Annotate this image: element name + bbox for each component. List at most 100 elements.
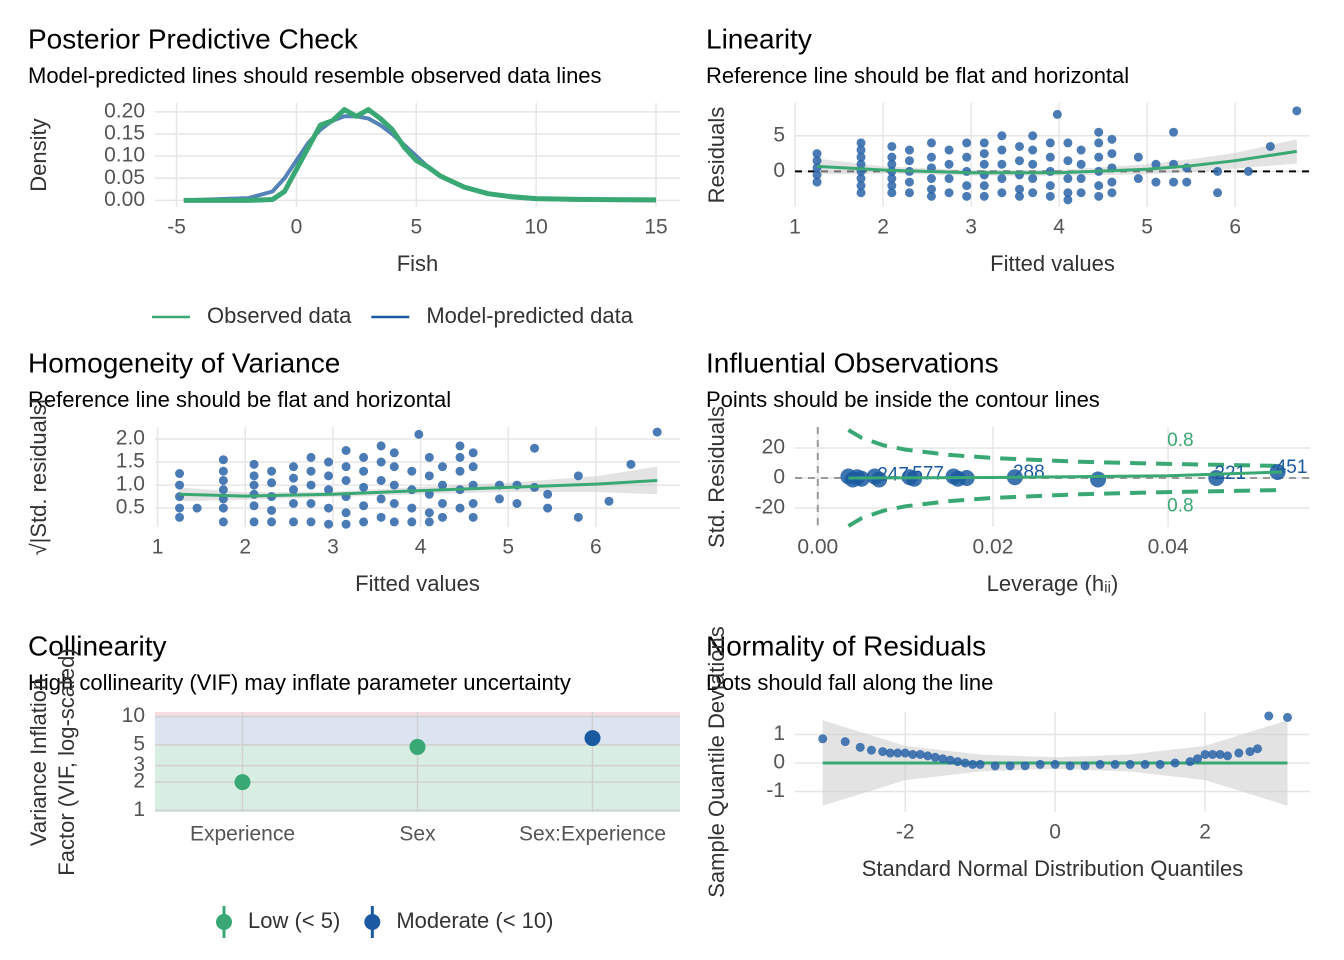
y-tick-label: 1.5 — [116, 450, 145, 473]
data-point — [904, 188, 914, 198]
data-point — [866, 745, 876, 755]
data-point — [1264, 711, 1274, 721]
data-point — [871, 471, 888, 488]
x-tick-label: 5 — [1141, 216, 1153, 239]
data-point — [979, 181, 989, 191]
data-point — [887, 188, 897, 198]
data-point — [407, 466, 417, 476]
panel-title: Homogeneity of Variance — [28, 347, 340, 378]
data-point — [945, 755, 955, 765]
data-point — [424, 452, 434, 462]
data-point — [288, 485, 298, 495]
data-point — [249, 501, 259, 511]
data-point — [856, 152, 866, 162]
data-point — [267, 466, 277, 476]
vif-point — [234, 774, 251, 791]
data-point — [324, 519, 334, 529]
data-point — [1080, 761, 1090, 771]
data-point — [1028, 159, 1038, 169]
data-point — [573, 471, 583, 481]
data-point — [856, 174, 866, 184]
data-point — [1213, 188, 1223, 198]
data-point — [455, 452, 465, 462]
panel: Collinearity High collinearity (VIF) may … — [26, 630, 680, 938]
panel-title: Linearity — [706, 23, 812, 54]
data-point — [1215, 749, 1225, 759]
data-point — [341, 446, 351, 456]
data-point — [968, 759, 978, 769]
data-point — [218, 485, 228, 495]
panel-subtitle: Reference line should be flat and horizo… — [706, 63, 1129, 88]
data-point — [376, 512, 386, 522]
y-tick-label: 0.5 — [116, 496, 145, 519]
y-tick-label: 1.0 — [116, 473, 145, 496]
data-point — [306, 517, 316, 527]
data-point — [1155, 759, 1165, 769]
data-point — [1292, 106, 1302, 116]
data-point — [1090, 471, 1107, 488]
data-point — [1035, 759, 1045, 769]
vif-point — [584, 730, 601, 747]
point-label: 577 — [912, 464, 944, 485]
y-tick-label: -1 — [766, 779, 785, 802]
data-point — [218, 503, 228, 513]
data-point — [944, 159, 954, 169]
data-point — [192, 503, 202, 513]
data-point — [926, 191, 936, 201]
data-point — [1107, 177, 1117, 187]
x-tick-label: 2 — [239, 536, 251, 559]
data-point — [997, 188, 1007, 198]
data-point — [997, 131, 1007, 141]
data-point — [812, 177, 822, 187]
confidence-band — [179, 466, 658, 502]
data-point — [341, 462, 351, 472]
y-tick-label: 0.20 — [104, 99, 145, 122]
data-point — [175, 469, 185, 479]
data-point — [324, 457, 334, 467]
data-point — [926, 152, 936, 162]
density-line — [183, 114, 657, 203]
x-axis-label: Fitted values — [990, 251, 1115, 276]
x-axis-label: Leverage (hᵢᵢ) — [987, 571, 1119, 596]
data-point — [468, 498, 478, 508]
data-point — [376, 475, 386, 485]
data-point — [359, 517, 369, 527]
data-point — [1095, 759, 1105, 769]
data-point — [812, 156, 822, 166]
x-tick-label: 5 — [410, 216, 422, 239]
data-point — [1028, 131, 1038, 141]
data-point — [856, 138, 866, 148]
data-point — [962, 191, 972, 201]
data-point — [1200, 749, 1210, 759]
x-tick-label: 3 — [965, 216, 977, 239]
data-point — [1045, 152, 1055, 162]
data-point — [530, 443, 540, 453]
x-tick-label: 3 — [327, 536, 339, 559]
data-point — [1052, 109, 1062, 119]
data-point — [979, 138, 989, 148]
data-point — [359, 501, 369, 511]
data-point — [944, 174, 954, 184]
data-point — [856, 188, 866, 198]
data-point — [1151, 177, 1161, 187]
data-point — [424, 489, 434, 499]
data-point — [1245, 747, 1255, 757]
y-axis-label: Std. Residuals — [704, 406, 729, 548]
data-point — [1028, 188, 1038, 198]
data-point — [1050, 759, 1060, 769]
data-point — [389, 517, 399, 527]
panel-subtitle: High collinearity (VIF) may inflate para… — [28, 670, 571, 695]
data-point — [979, 149, 989, 159]
data-point — [1182, 177, 1192, 187]
data-point — [543, 503, 553, 513]
density-line — [183, 107, 657, 203]
y-tick-label: 2 — [133, 770, 145, 793]
data-point — [424, 517, 434, 527]
x-tick-label: 15 — [644, 216, 667, 239]
data-point — [324, 485, 334, 495]
data-point — [1045, 181, 1055, 191]
data-point — [175, 480, 185, 490]
data-point — [267, 517, 277, 527]
x-axis-label: Fitted values — [355, 571, 480, 596]
